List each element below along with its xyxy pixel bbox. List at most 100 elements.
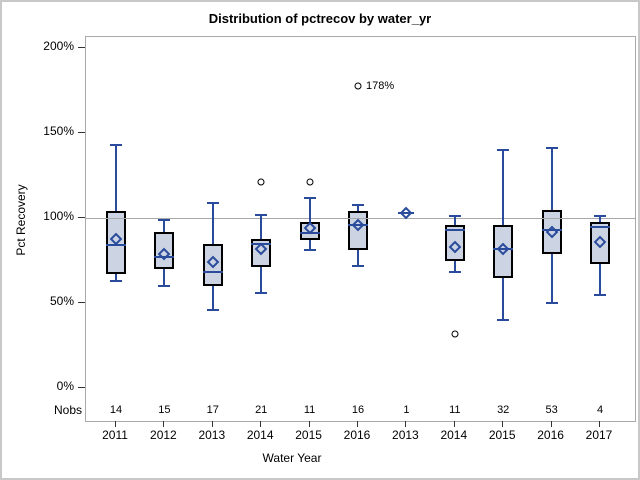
box-iqr <box>251 238 272 268</box>
whisker-cap-top <box>255 213 268 216</box>
box-iqr <box>493 224 514 278</box>
box-iqr <box>444 224 465 261</box>
median-line <box>299 232 320 235</box>
outlier-point <box>354 82 362 90</box>
box-iqr <box>590 221 610 264</box>
y-tick-label: 100% <box>43 209 74 224</box>
whisker-cap-bottom <box>158 285 171 288</box>
whisker-upper <box>502 150 505 225</box>
y-tick-label: 50% <box>49 294 74 309</box>
x-tick-label: 2015 <box>488 428 516 442</box>
box-iqr <box>106 211 126 275</box>
median-line <box>154 256 175 259</box>
whisker-upper <box>115 145 117 212</box>
box-iqr <box>202 243 223 287</box>
whisker-cap-top <box>594 215 606 218</box>
whisker-cap-top <box>110 144 122 147</box>
median-line <box>541 229 562 232</box>
whisker-cap-bottom <box>255 291 268 294</box>
whisker-cap-bottom <box>352 264 364 267</box>
whisker-upper <box>453 216 456 225</box>
whisker-lower <box>260 267 263 293</box>
chart-title: Distribution of pctrecov by water_yr <box>208 11 432 26</box>
whisker-upper <box>211 202 214 244</box>
whisker-cap-top <box>158 218 171 221</box>
x-tick-label: 2012 <box>150 428 177 442</box>
whisker-lower <box>308 240 311 251</box>
whisker-cap-bottom <box>545 302 558 305</box>
whisker-lower <box>115 274 117 281</box>
whisker-cap-bottom <box>448 271 461 274</box>
nobs-value: 1 <box>403 404 410 416</box>
x-tick-mark <box>502 421 504 427</box>
median-line <box>444 229 465 232</box>
whisker-cap-top <box>303 196 316 199</box>
median-line <box>202 271 223 274</box>
outlier-point <box>451 330 459 338</box>
whisker-upper <box>357 204 359 212</box>
whisker-lower <box>211 286 214 310</box>
x-tick-label: 2014 <box>440 428 468 442</box>
whisker-cap-top <box>448 215 461 218</box>
x-tick-mark <box>357 421 358 427</box>
x-tick-mark <box>211 421 213 427</box>
median-line <box>251 242 272 245</box>
outlier-label: 178% <box>366 79 395 92</box>
y-tick-label: 150% <box>43 124 74 139</box>
nobs-value: 17 <box>206 404 219 416</box>
x-tick-mark <box>405 421 407 427</box>
nobs-value: 4 <box>596 404 604 416</box>
y-tick-mark <box>78 387 85 389</box>
x-tick-mark <box>550 421 552 427</box>
single-obs-line <box>398 212 415 215</box>
median-line <box>493 247 514 250</box>
whisker-cap-bottom <box>303 249 316 252</box>
x-tick-label: 2015 <box>295 428 322 442</box>
whisker-cap-bottom <box>594 293 606 296</box>
nobs-row-label: Nobs <box>53 403 82 417</box>
whisker-cap-top <box>497 149 510 152</box>
whisker-lower <box>599 264 601 295</box>
y-tick-mark <box>78 132 85 134</box>
whisker-lower <box>453 260 456 273</box>
whisker-upper <box>550 148 553 210</box>
plot-area: 14 15 17 21 11 178% 16 1 11 32 53 4 <box>85 36 636 422</box>
box-iqr <box>299 221 320 241</box>
whisker-cap-top <box>352 203 364 206</box>
nobs-value: 21 <box>255 404 268 416</box>
whisker-cap-bottom <box>110 279 122 282</box>
y-tick-mark <box>78 302 85 304</box>
y-tick-label: 0% <box>56 379 74 394</box>
x-tick-mark <box>115 421 116 427</box>
whisker-cap-top <box>545 147 558 150</box>
median-line <box>348 223 368 226</box>
x-tick-label: 2016 <box>343 428 371 442</box>
nobs-value: 53 <box>545 404 558 416</box>
x-tick-mark <box>599 421 600 427</box>
whisker-upper <box>599 216 601 222</box>
box-iqr <box>541 209 562 254</box>
whisker-cap-top <box>206 201 219 204</box>
y-tick-label: 200% <box>43 39 74 54</box>
x-tick-label: 2016 <box>537 428 564 442</box>
outlier-point <box>257 178 265 186</box>
nobs-value: 32 <box>497 404 510 416</box>
x-tick-label: 2013 <box>392 428 419 442</box>
nobs-value: 11 <box>449 404 461 416</box>
nobs-value: 14 <box>109 404 123 416</box>
box-iqr <box>154 231 175 270</box>
outlier-point <box>306 178 314 186</box>
whisker-upper <box>260 214 263 239</box>
x-tick-label: 2014 <box>246 428 274 442</box>
reference-line <box>86 218 635 220</box>
x-tick-label: 2017 <box>585 428 613 442</box>
x-tick-mark <box>163 421 165 427</box>
median-line <box>590 225 610 228</box>
x-tick-mark <box>453 421 455 427</box>
whisker-lower <box>357 250 359 266</box>
whisker-upper <box>308 197 311 222</box>
y-tick-mark <box>78 217 85 219</box>
whisker-upper <box>163 219 166 232</box>
y-tick-mark <box>78 47 85 49</box>
